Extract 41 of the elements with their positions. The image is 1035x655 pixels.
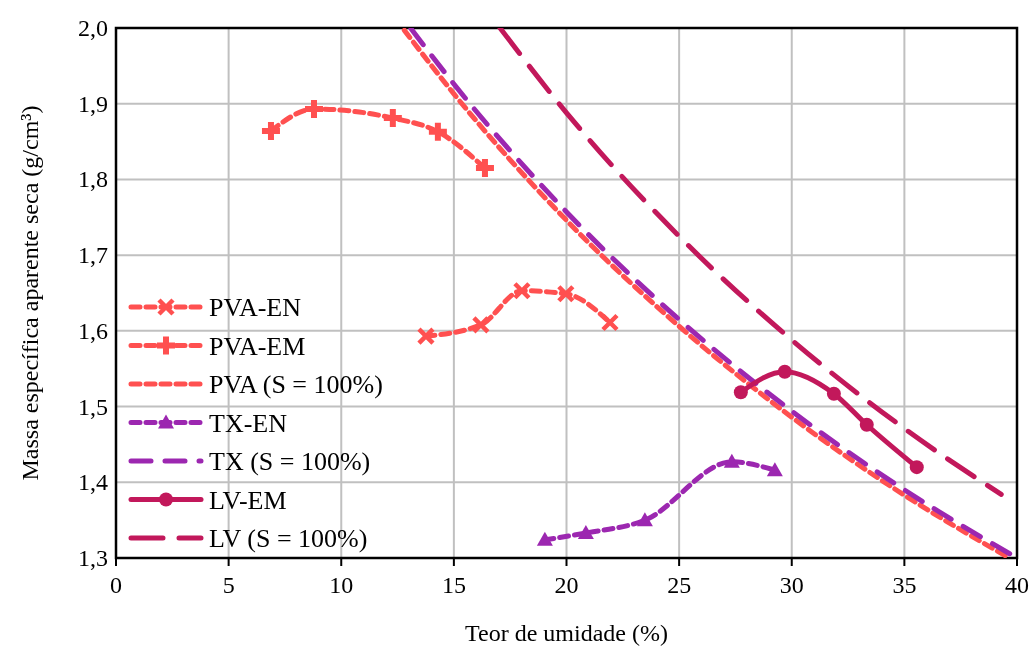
point — [777, 364, 792, 379]
legend-label: PVA (S = 100%) — [209, 370, 383, 399]
x-axis-title: Teor de umidade (%) — [465, 620, 668, 646]
point — [766, 462, 783, 477]
legend-label: PVA-EM — [209, 331, 306, 361]
x-tick-label: 35 — [892, 572, 917, 598]
x-tick-label: 0 — [110, 572, 122, 598]
y-tick-label: 1,6 — [78, 317, 108, 344]
point — [416, 326, 436, 346]
legend-label: LV (S = 100%) — [209, 524, 368, 553]
point — [512, 281, 532, 300]
point — [556, 284, 576, 304]
y-tick-label: 1,3 — [78, 545, 108, 571]
point — [536, 531, 553, 546]
point — [636, 512, 653, 527]
x-tick-label: 30 — [779, 572, 804, 598]
x-tick-label: 5 — [222, 572, 235, 598]
point — [471, 315, 491, 335]
x-tick-label: 20 — [554, 572, 579, 598]
y-tick-label: 1,4 — [78, 469, 108, 496]
legend-label: LV-EM — [209, 485, 287, 515]
x-tick-label: 25 — [667, 572, 692, 598]
legend-label: PVA-EN — [209, 293, 302, 322]
point — [600, 313, 620, 332]
x-tick-label: 15 — [441, 572, 466, 598]
y-tick-label: 1,5 — [78, 393, 108, 420]
y-tick-label: 1,8 — [78, 166, 108, 193]
point — [826, 386, 841, 401]
point — [733, 385, 748, 400]
legend-label: TX (S = 100%) — [209, 447, 371, 476]
x-tick-label: 40 — [1005, 572, 1029, 598]
point — [577, 525, 594, 540]
legend-label: TX-EN — [209, 408, 288, 438]
point — [859, 417, 874, 432]
point — [723, 453, 740, 468]
y-tick-label: 2,0 — [78, 15, 108, 41]
y-tick-label: 1,9 — [78, 90, 108, 117]
y-tick-label: 1,7 — [78, 242, 108, 269]
point — [909, 460, 924, 475]
x-tick-label: 10 — [329, 572, 354, 598]
y-axis-title: Massa específica aparente seca (g/cm³) — [17, 105, 43, 481]
